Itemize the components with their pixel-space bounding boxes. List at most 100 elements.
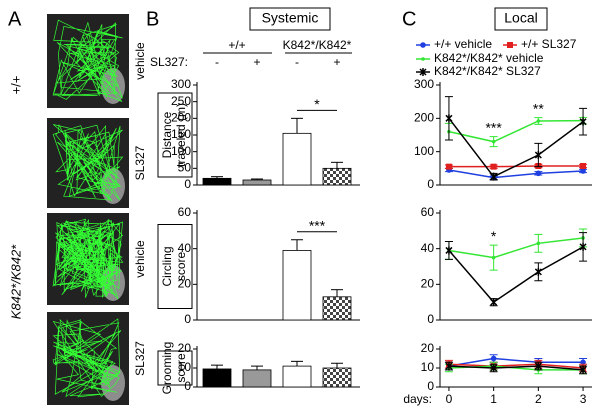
bar — [282, 250, 312, 321]
point — [536, 119, 541, 123]
point — [420, 42, 426, 48]
y-tick-label: 0 — [184, 177, 191, 191]
y-axis-label: Distance — [160, 111, 174, 158]
point — [579, 242, 587, 251]
track — [52, 318, 122, 398]
annotation: ** — [533, 100, 544, 116]
point — [535, 170, 542, 177]
treatment-label: vehicle — [133, 240, 147, 278]
bar — [242, 369, 272, 388]
group-label: K842*/K842* — [283, 38, 352, 52]
y-tick-label: 10 — [178, 360, 192, 374]
y-tick-label: 60 — [178, 205, 192, 219]
y-tick-label: 0 — [427, 312, 434, 326]
panel-label: B — [146, 8, 159, 30]
y-tick-label: 150 — [171, 127, 191, 141]
line — [448, 119, 584, 143]
point — [445, 246, 453, 255]
line — [448, 117, 584, 178]
y-axis-label: Circling — [160, 246, 174, 286]
panel-label: C — [402, 8, 416, 30]
y-tick-label: 40 — [421, 241, 435, 255]
point — [536, 241, 541, 246]
point — [490, 298, 498, 307]
point — [490, 364, 498, 372]
x-tick-label: + — [333, 55, 340, 69]
x-tick-label: + — [253, 55, 260, 69]
bar — [202, 368, 232, 388]
point — [580, 168, 586, 174]
track-images — [47, 14, 129, 405]
genotype-label: +/+ — [8, 76, 23, 95]
point — [580, 163, 587, 169]
y-tick-label: 0 — [427, 379, 434, 393]
y-tick-label: 100 — [414, 144, 434, 158]
point — [579, 365, 587, 374]
y-tick-label: 0 — [427, 177, 434, 191]
legend-label: K842*/K842* SL327 — [434, 64, 541, 78]
point — [579, 117, 587, 126]
line — [448, 237, 584, 259]
y-tick-label: 50 — [178, 161, 192, 175]
y-tick-label: 40 — [178, 241, 192, 255]
track — [52, 124, 124, 202]
x-axis-label: days: — [403, 392, 432, 406]
ylabel-box — [157, 350, 193, 386]
y-tick-label: 20 — [421, 341, 435, 355]
point — [490, 172, 498, 181]
y-tick-label: 60 — [421, 205, 435, 219]
y-axis-label: score — [174, 353, 188, 383]
y-tick-label: 100 — [171, 144, 191, 158]
y-tick-label: 0 — [184, 312, 191, 326]
legend-label: K842*/K842* vehicle — [434, 51, 544, 65]
panel-title: Local — [504, 10, 537, 26]
panel-label: A — [8, 8, 22, 30]
bar — [202, 177, 232, 186]
y-tick-label: 20 — [178, 341, 192, 355]
point — [534, 362, 542, 371]
bar — [282, 365, 312, 388]
annotation: *** — [309, 217, 326, 233]
title-box — [249, 7, 331, 31]
point — [534, 267, 542, 276]
legend-label: +/+ SL327 — [521, 37, 577, 51]
genotype-label: K842*/K842* — [8, 244, 23, 319]
y-tick-label: 300 — [171, 77, 191, 91]
point — [507, 42, 513, 48]
title-box — [494, 7, 548, 31]
line — [448, 246, 584, 304]
y-tick-label: 20 — [421, 277, 435, 291]
x-tick-label: 1 — [490, 392, 497, 406]
annotation: * — [491, 228, 497, 244]
legend-label: +/+ vehicle — [434, 37, 492, 51]
line — [448, 365, 584, 371]
line — [448, 357, 584, 367]
y-tick-label: 250 — [171, 94, 191, 108]
y-axis-label: score — [174, 252, 188, 282]
treatment-label: vehicle — [133, 42, 147, 80]
line — [448, 169, 584, 179]
panel-title: Systemic — [262, 10, 319, 26]
y-axis-label: Grooming — [160, 342, 174, 395]
treatment-label: SL327 — [133, 341, 147, 376]
point — [445, 362, 453, 371]
y-tick-label: 300 — [414, 77, 434, 91]
point — [534, 151, 542, 159]
y-axis-label: traveled (m) — [174, 103, 188, 167]
x-tick-label: - — [215, 55, 219, 69]
bar — [322, 296, 352, 321]
y-tick-label: 200 — [171, 111, 191, 125]
group-label: +/+ — [228, 38, 245, 52]
x-tick-label: - — [295, 55, 299, 69]
x-tick-label: 2 — [535, 392, 542, 406]
point — [419, 68, 427, 76]
x-tick-label: 3 — [580, 392, 587, 406]
ylabel-box — [157, 224, 193, 309]
track — [52, 19, 123, 102]
y-tick-label: 20 — [178, 277, 192, 291]
y-tick-label: 0 — [184, 379, 191, 393]
annotation: *** — [485, 119, 502, 135]
y-tick-label: 10 — [421, 360, 435, 374]
point — [490, 355, 497, 362]
